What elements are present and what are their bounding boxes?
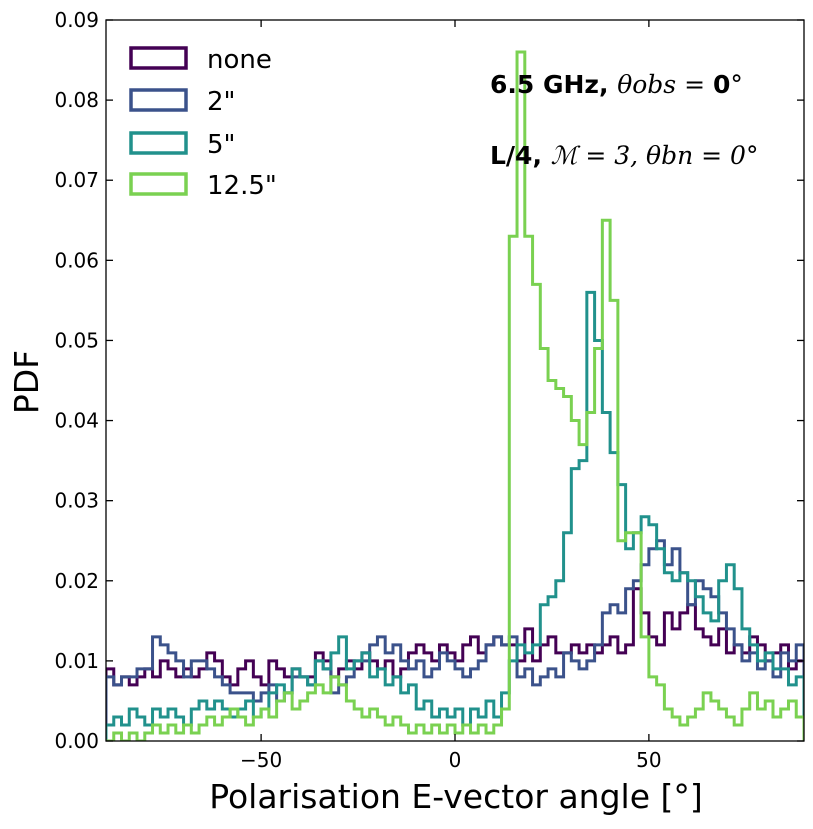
x-tick-label: 50 [636,748,661,772]
y-tick-label: 0.00 [54,729,99,753]
series-line-3 [106,50,804,741]
legend-swatch-none [129,46,188,70]
y-tick-label: 0.09 [54,8,99,32]
y-axis-label: PDF [7,350,46,414]
y-tick-label: 0.06 [54,248,99,272]
legend-swatch-5 [129,131,188,155]
y-tick-label: 0.05 [54,328,99,352]
annotation-parameters: L/4, ℳ = 3, θbn = 0° [490,141,758,170]
legend-swatch-2 [129,88,188,112]
legend-label-12-5: 12.5" [207,171,277,201]
legend: none 2" 5" 12.5" [129,45,277,201]
series-line-2 [106,290,804,741]
y-tick-label: 0.08 [54,88,99,112]
legend-label-none: none [207,45,272,75]
x-tick-label: 0 [449,748,462,772]
x-axis-label: Polarisation E-vector angle [°] [209,777,703,816]
legend-label-2: 2" [207,87,236,117]
legend-label-5: 5" [207,130,236,160]
series-line-1 [106,539,804,741]
legend-swatch-12-5 [129,172,188,196]
y-tick-label: 0.07 [54,168,99,192]
series-layer [106,50,804,741]
annotation-frequency: 6.5 GHz, θobs = 0° [490,70,743,99]
tick-layer: 0.00 0.01 0.02 0.03 0.04 0.05 0.06 0.07 0.08 0.09… [54,8,804,772]
y-tick-label: 0.01 [54,649,99,673]
y-tick-label: 0.02 [54,569,99,593]
y-tick-label: 0.03 [54,489,99,513]
plot-frame [105,19,805,742]
x-tick-label: −50 [240,748,282,772]
y-tick-label: 0.04 [54,409,99,433]
